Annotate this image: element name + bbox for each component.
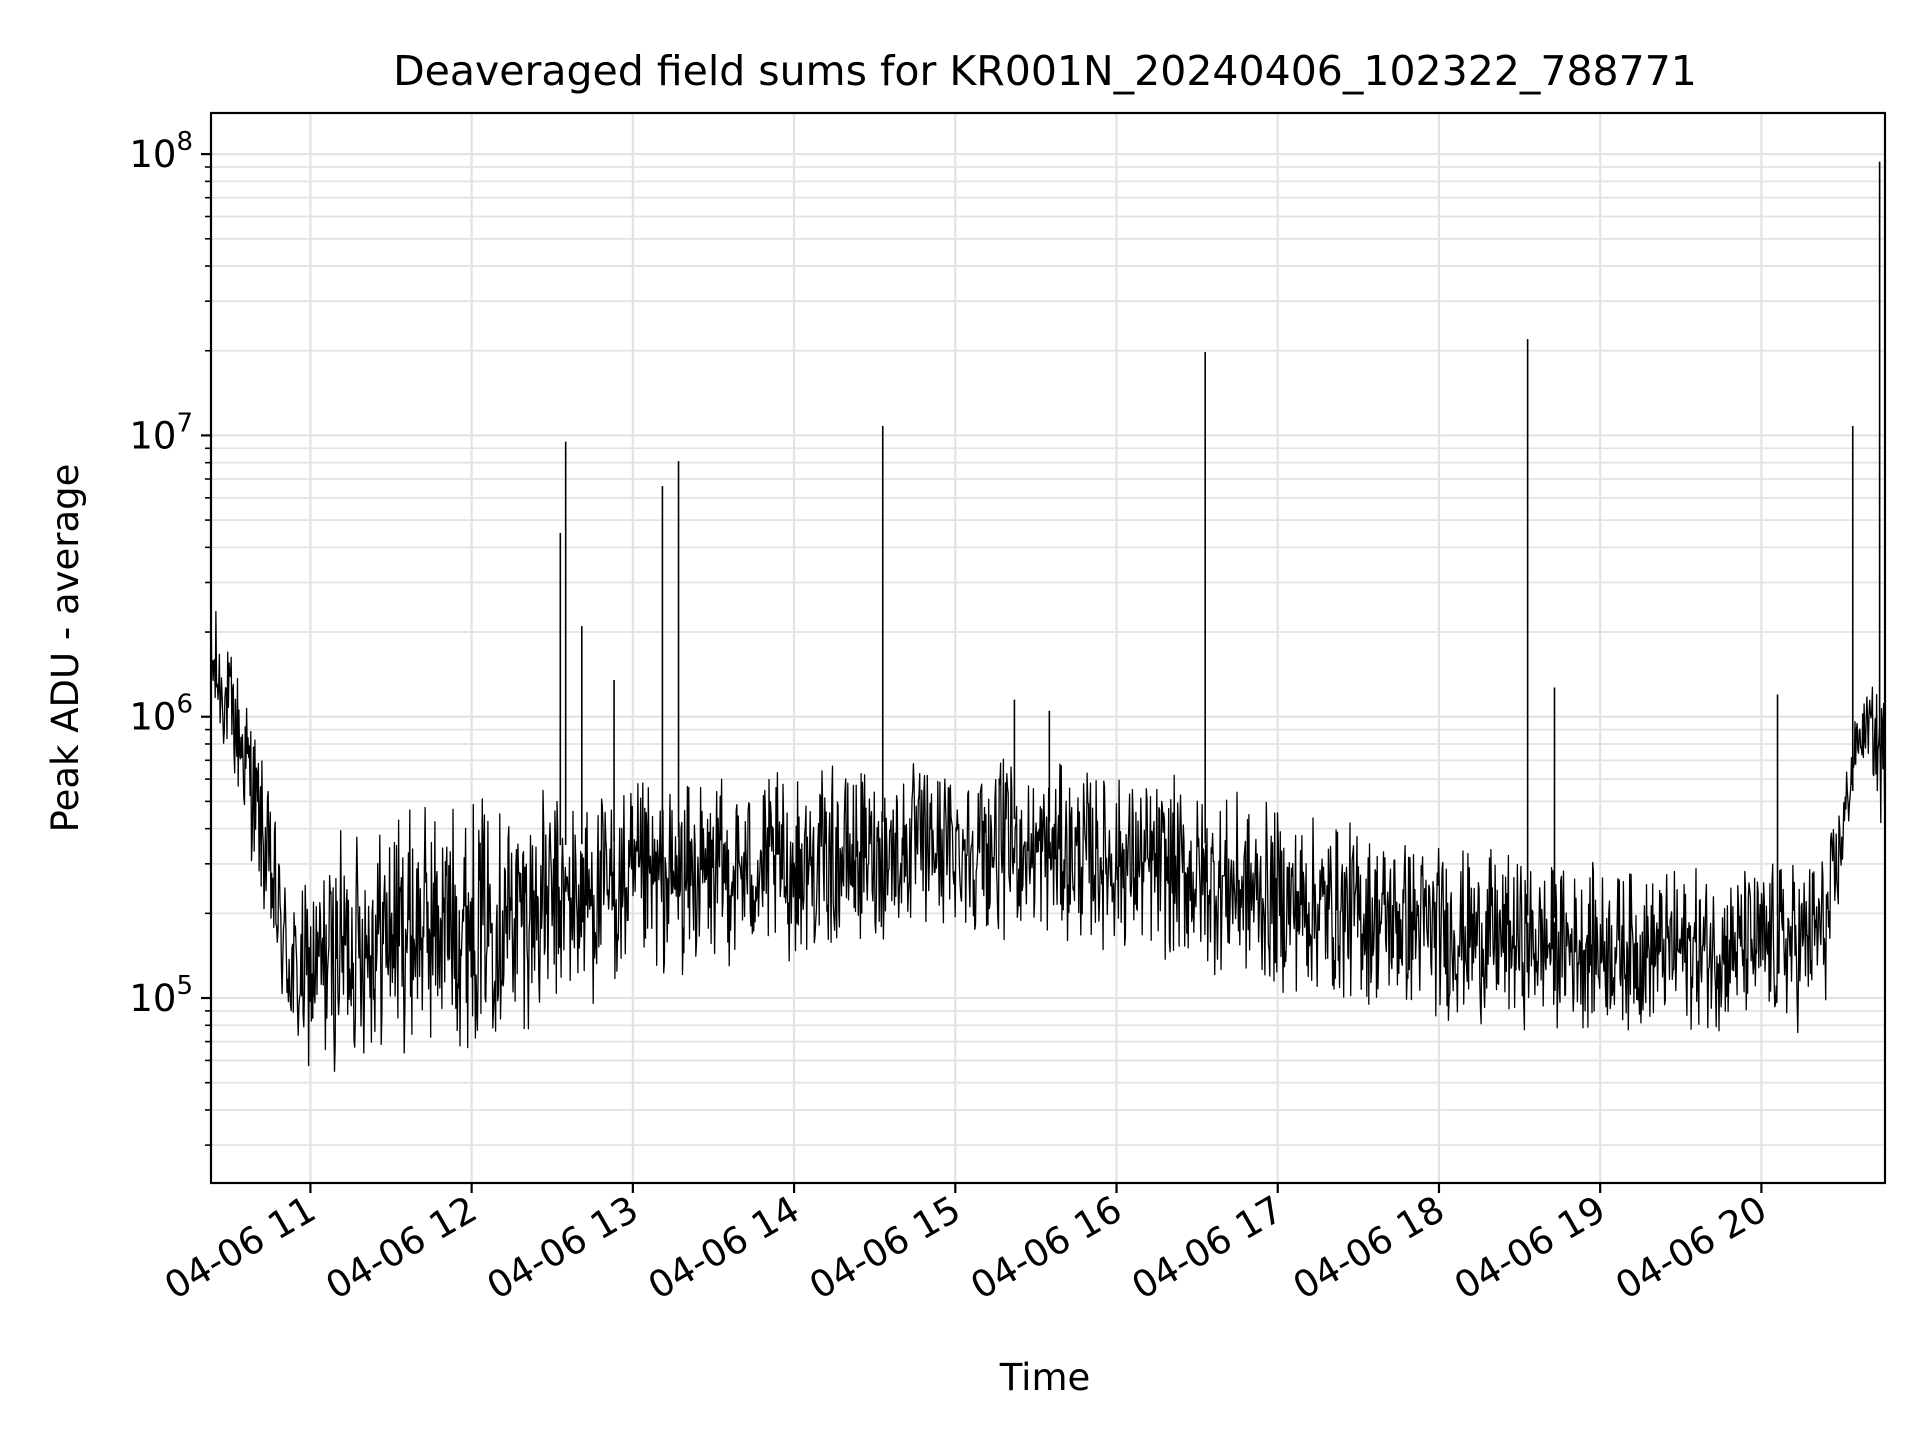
x-axis-label: Time [999,1356,1091,1399]
y-axis-label: Peak ADU - average [44,464,87,833]
y-tick-label: 107 [129,408,193,457]
chart-title: Deaveraged field sums for KR001N_2024040… [393,47,1697,95]
series-trace [210,604,1886,1072]
y-tick-label: 106 [129,690,193,739]
plot-frame [209,111,1887,1185]
y-tick-label: 108 [129,127,193,176]
series-layer [210,161,1886,1072]
y-tick-label: 105 [129,971,193,1020]
